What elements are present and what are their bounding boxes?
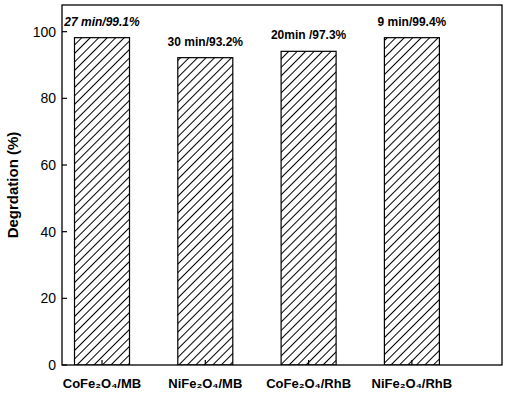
annotation: 30 min/93.2%	[168, 35, 244, 49]
chart-container: 0 20 40 60 80 100 CoFe₂O₄/MB NiFe₂O₄/MB CoFe₂O₄/…	[0, 0, 509, 400]
y-tick	[62, 364, 67, 365]
x-tick-label: NiFe₂O₄/RhB	[372, 376, 453, 391]
y-tick	[62, 31, 67, 32]
chart-svg: 0 20 40 60 80 100 CoFe₂O₄/MB NiFe₂O₄/MB CoFe₂O₄/…	[0, 0, 509, 400]
y-tick-label: 20	[40, 290, 56, 306]
bar	[75, 38, 130, 365]
y-tick-label: 100	[33, 24, 57, 40]
x-tick	[101, 360, 102, 365]
y-tick-label: 40	[40, 224, 56, 240]
y-tick-label: 60	[40, 157, 56, 173]
bar	[281, 51, 336, 365]
x-tick	[308, 360, 309, 365]
x-tick	[205, 360, 206, 365]
y-tick	[62, 164, 67, 165]
x-tick	[411, 360, 412, 365]
y-tick	[62, 98, 67, 99]
annotation: 9 min/99.4%	[378, 15, 447, 29]
y-tick	[62, 298, 67, 299]
plot-frame	[62, 5, 502, 365]
y-tick-label: 80	[40, 90, 56, 106]
bar	[384, 38, 439, 365]
annotation: 20min /97.3%	[271, 28, 347, 42]
x-tick-label: CoFe₂O₄/MB	[63, 376, 141, 391]
x-tick-label: CoFe₂O₄/RhB	[266, 376, 351, 391]
y-axis-label: Degrdation (%)	[4, 132, 21, 239]
bar	[178, 58, 233, 365]
y-tick-label: 0	[48, 357, 56, 373]
x-tick-label: NiFe₂O₄/MB	[168, 376, 242, 391]
bars	[75, 38, 440, 365]
y-tick	[62, 231, 67, 232]
annotation: 27 min/99.1%	[63, 15, 140, 29]
